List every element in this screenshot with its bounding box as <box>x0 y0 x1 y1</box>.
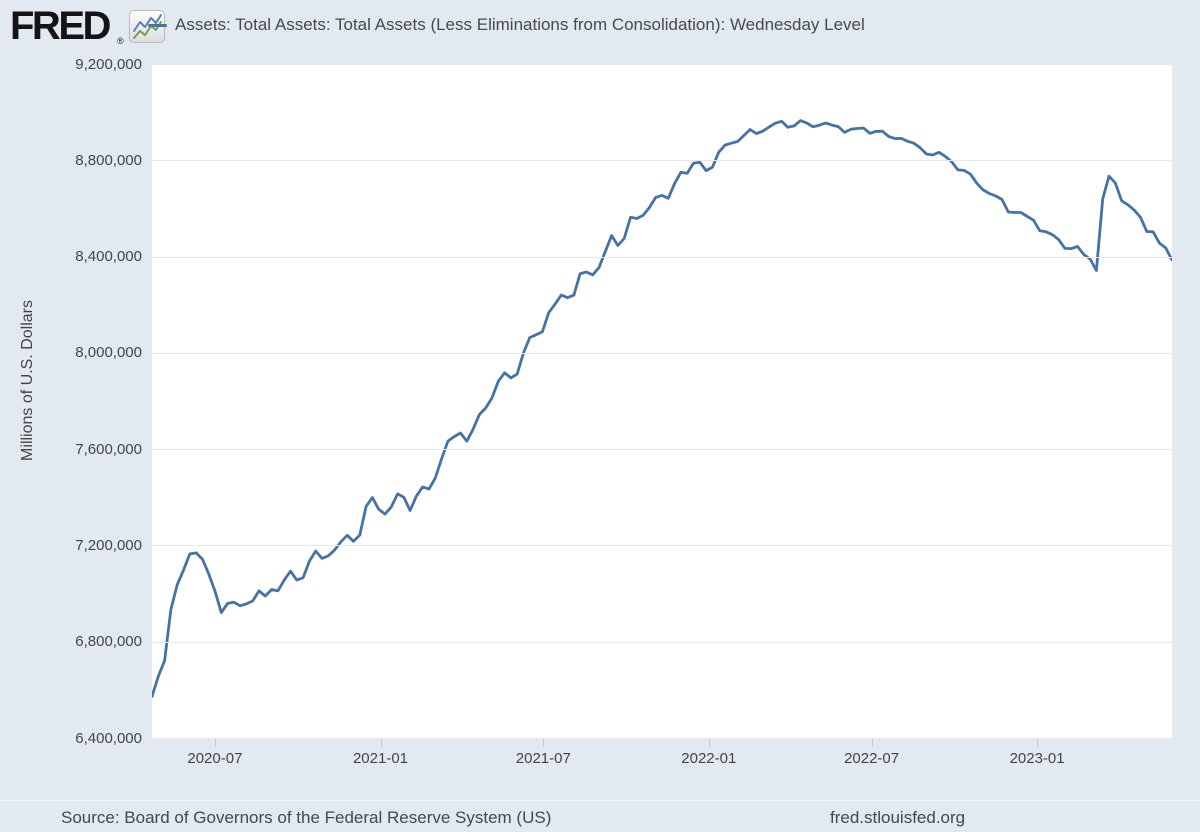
y-axis-title: Millions of U.S. Dollars <box>19 300 36 461</box>
x-tick-label: 2023-01 <box>1009 750 1065 767</box>
y-tick-label: 8,000,000 <box>75 344 142 362</box>
y-gridline <box>152 256 1172 258</box>
y-tick-label: 9,200,000 <box>75 55 142 73</box>
site-url-text: fred.stlouisfed.org <box>830 808 966 827</box>
legend-line-swatch <box>148 24 167 27</box>
series-line <box>152 119 1172 698</box>
x-tick-label: 2021-07 <box>515 750 571 767</box>
x-tick-mark <box>380 738 382 747</box>
line-chart <box>152 119 1172 698</box>
x-tick-mark <box>871 738 873 747</box>
y-tick-label: 6,400,000 <box>75 729 142 747</box>
footer-divider <box>0 800 1200 801</box>
x-tick-label: 2022-01 <box>681 750 737 767</box>
y-gridline <box>152 545 1172 547</box>
y-gridline <box>152 352 1172 354</box>
x-tick-mark <box>543 738 545 747</box>
y-gridline <box>152 738 1172 739</box>
y-gridline <box>152 449 1172 451</box>
x-tick-label: 2021-01 <box>352 750 409 767</box>
x-tick-mark <box>708 738 710 747</box>
registered-trademark-mark: ® <box>117 36 124 46</box>
plot-area <box>152 64 1172 739</box>
y-tick-label: 8,800,000 <box>75 151 142 169</box>
source-attribution: Source: Board of Governors of the Federa… <box>61 808 552 827</box>
fred-logo: FRED <box>10 4 111 48</box>
x-tick-label: 2022-07 <box>844 750 900 767</box>
y-tick-label: 6,800,000 <box>75 633 142 651</box>
legend-series-label: Assets: Total Assets: Total Assets (Less… <box>175 15 865 34</box>
y-gridline <box>152 64 1172 65</box>
x-tick-mark <box>214 738 216 747</box>
y-tick-label: 8,400,000 <box>75 248 142 266</box>
y-gridline <box>152 160 1172 162</box>
x-tick-mark <box>1037 738 1039 747</box>
y-gridline <box>152 641 1172 643</box>
y-tick-label: 7,200,000 <box>75 536 142 554</box>
y-tick-label: 7,600,000 <box>75 440 142 458</box>
x-tick-label: 2020-07 <box>187 750 243 767</box>
